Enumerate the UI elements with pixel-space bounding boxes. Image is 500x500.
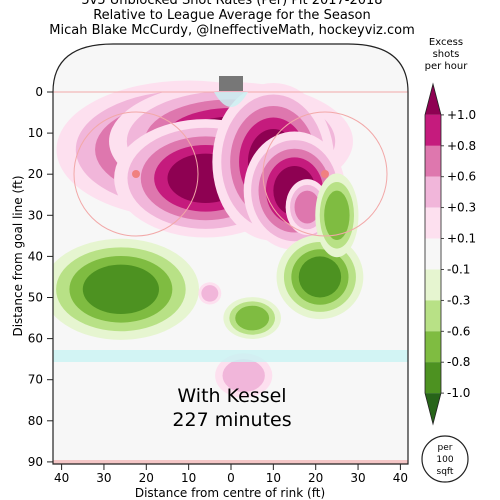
x-tick-label: 30 <box>350 471 365 485</box>
colorbar-segment <box>425 269 441 301</box>
blue-line <box>53 350 408 362</box>
x-axis: 40 30 20 10 0 10 20 30 40 <box>54 464 408 485</box>
x-tick-label: 10 <box>266 471 281 485</box>
faceoff-circle-right <box>262 111 388 237</box>
x-tick-label: 30 <box>96 471 111 485</box>
colorbar-segment <box>425 300 441 332</box>
faceoff-dot-right <box>321 170 329 178</box>
y-tick-label: 60 <box>28 332 43 346</box>
colorbar-labels: +1.0 +0.8 +0.6 +0.3 +0.1 -0.1 -0.3 -0.6 -0.8 -1.0 <box>441 108 476 400</box>
rink-boards <box>52 43 409 465</box>
colorbar-title-line-1: Excess <box>429 37 463 48</box>
annotation-line-2: 227 minutes <box>172 409 291 431</box>
heat-contour <box>324 190 350 240</box>
heat-contour <box>294 190 320 224</box>
colorbar: Excess shots per hour +1.0 +0.8 +0.6 +0.3 +0… <box>424 37 476 426</box>
x-tick-label: 40 <box>393 471 408 485</box>
x-tick-label: 20 <box>139 471 154 485</box>
y-tick-label: 10 <box>28 126 43 140</box>
heat-blob <box>53 238 200 340</box>
colorbar-label: -0.6 <box>447 324 470 338</box>
unit-badge-line-2: 100 <box>436 455 453 465</box>
heat-contour <box>235 305 270 331</box>
y-axis-label: Distance from goal line (ft) <box>11 175 25 336</box>
colorbar-segment <box>425 362 441 394</box>
colorbar-segment <box>425 145 441 177</box>
y-tick-label: 30 <box>28 208 43 222</box>
unit-badge-circle <box>421 435 469 483</box>
colorbar-segment <box>425 84 441 115</box>
chart-title-line-3: Micah Blake McCurdy, @IneffectiveMath, h… <box>49 23 415 38</box>
heat-blob <box>315 173 359 258</box>
colorbar-label: +1.0 <box>447 108 476 122</box>
heat-contour <box>82 264 160 314</box>
colorbar-segment <box>425 114 441 146</box>
faceoff-circle-left <box>73 111 199 237</box>
y-tick-label: 0 <box>35 85 43 99</box>
y-tick-label: 80 <box>28 414 43 428</box>
unit-badge: per 100 sqft <box>421 435 469 483</box>
colorbar-label: +0.8 <box>447 139 476 153</box>
colorbar-label: -0.3 <box>447 293 470 307</box>
plot-area <box>52 43 409 465</box>
heat-blob <box>215 353 273 398</box>
heat-blob <box>198 282 222 305</box>
x-tick-label: 10 <box>181 471 196 485</box>
annotation: With Kessel 227 minutes <box>172 385 291 431</box>
heat-blob <box>223 297 281 340</box>
colorbar-segment <box>425 393 441 424</box>
chart-title-line-2: Relative to League Average for the Seaso… <box>93 8 371 23</box>
y-tick-label: 40 <box>28 249 43 263</box>
x-tick-label: 40 <box>54 471 69 485</box>
chart-title-line-1: 5v5 Unblocked Shot Rates (Per) Pit 2017-… <box>81 0 382 8</box>
colorbar-label: -1.0 <box>447 386 470 400</box>
rink-markings <box>53 91 408 464</box>
colorbar-label: -0.1 <box>447 262 470 276</box>
colorbar-segment <box>425 176 441 208</box>
heat-contour <box>201 285 219 302</box>
unit-badge-line-1: per <box>438 443 453 453</box>
heat-contour <box>222 359 265 393</box>
heat-blob <box>276 234 364 320</box>
faceoff-dot-left <box>132 170 140 178</box>
goal-net <box>219 76 243 91</box>
heat-layer <box>53 80 364 398</box>
heat-contour <box>298 256 342 298</box>
chart-title-block: 5v5 Unblocked Shot Rates (Per) Pit 2017-… <box>49 0 415 38</box>
annotation-line-1: With Kessel <box>177 385 286 407</box>
y-axis: 0 10 20 30 40 50 60 70 80 90 <box>28 85 53 469</box>
colorbar-segment <box>425 238 441 270</box>
colorbar-label: +0.3 <box>447 201 476 215</box>
colorbar-title-line-2: shots <box>433 49 460 60</box>
goal-crease <box>214 92 248 107</box>
colorbar-segment <box>425 331 441 363</box>
colorbar-segments <box>424 82 442 426</box>
y-tick-label: 70 <box>28 373 43 387</box>
x-axis-label: Distance from centre of rink (ft) <box>135 486 325 500</box>
colorbar-label: +0.1 <box>447 232 476 246</box>
colorbar-title-line-3: per hour <box>425 61 469 72</box>
y-tick-label: 20 <box>28 167 43 181</box>
colorbar-label: -0.8 <box>447 355 470 369</box>
colorbar-label: +0.6 <box>447 170 476 184</box>
x-tick-label: 20 <box>308 471 323 485</box>
red-line <box>53 460 408 464</box>
unit-badge-line-3: sqft <box>437 467 454 477</box>
x-tick-label: 0 <box>227 471 235 485</box>
colorbar-segment <box>425 207 441 239</box>
y-tick-label: 90 <box>28 455 43 469</box>
y-tick-label: 50 <box>28 291 43 305</box>
